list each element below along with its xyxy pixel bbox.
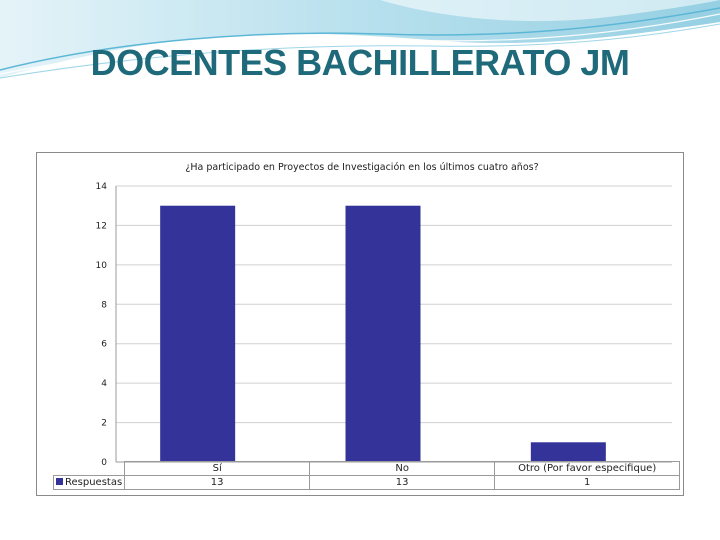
slide-title: DOCENTES BACHILLERATO JM bbox=[90, 42, 630, 83]
y-tick-label: 0 bbox=[101, 458, 107, 468]
y-tick-label: 12 bbox=[96, 221, 107, 231]
category-label: Sí bbox=[124, 461, 311, 476]
y-tick-label: 4 bbox=[101, 379, 107, 389]
y-axis-ticks: 0 2 4 6 8 10 12 14 bbox=[96, 182, 108, 468]
category-label: Otro (Por favor especifique) bbox=[494, 461, 681, 476]
table-corner bbox=[54, 462, 125, 476]
bar bbox=[345, 205, 421, 462]
legend-entry: Respuestas bbox=[52, 475, 126, 490]
bar-chart: ¿Ha participado en Proyectos de Investig… bbox=[96, 162, 672, 468]
category-row: Sí No Otro (Por favor especifique) bbox=[54, 461, 681, 476]
bar bbox=[160, 205, 236, 462]
y-tick-label: 2 bbox=[101, 419, 107, 429]
chart-title: ¿Ha participado en Proyectos de Investig… bbox=[185, 162, 538, 173]
data-value: 1 bbox=[494, 475, 681, 490]
series-row: Respuestas 13 13 1 bbox=[52, 475, 681, 490]
y-tick-label: 8 bbox=[101, 300, 107, 310]
bars bbox=[160, 205, 606, 462]
y-tick-label: 6 bbox=[101, 340, 107, 350]
y-tick-label: 14 bbox=[96, 182, 108, 192]
data-value: 13 bbox=[124, 475, 311, 490]
series-name: Respuestas bbox=[65, 477, 123, 488]
chart-data-table: Sí No Otro (Por favor especifique) Respu… bbox=[52, 461, 681, 490]
data-value: 13 bbox=[309, 475, 496, 490]
y-tick-label: 10 bbox=[96, 261, 108, 271]
category-label: No bbox=[309, 461, 496, 476]
legend-swatch bbox=[56, 478, 63, 485]
bar bbox=[530, 442, 606, 462]
chart-frame: ¿Ha participado en Proyectos de Investig… bbox=[36, 152, 684, 496]
